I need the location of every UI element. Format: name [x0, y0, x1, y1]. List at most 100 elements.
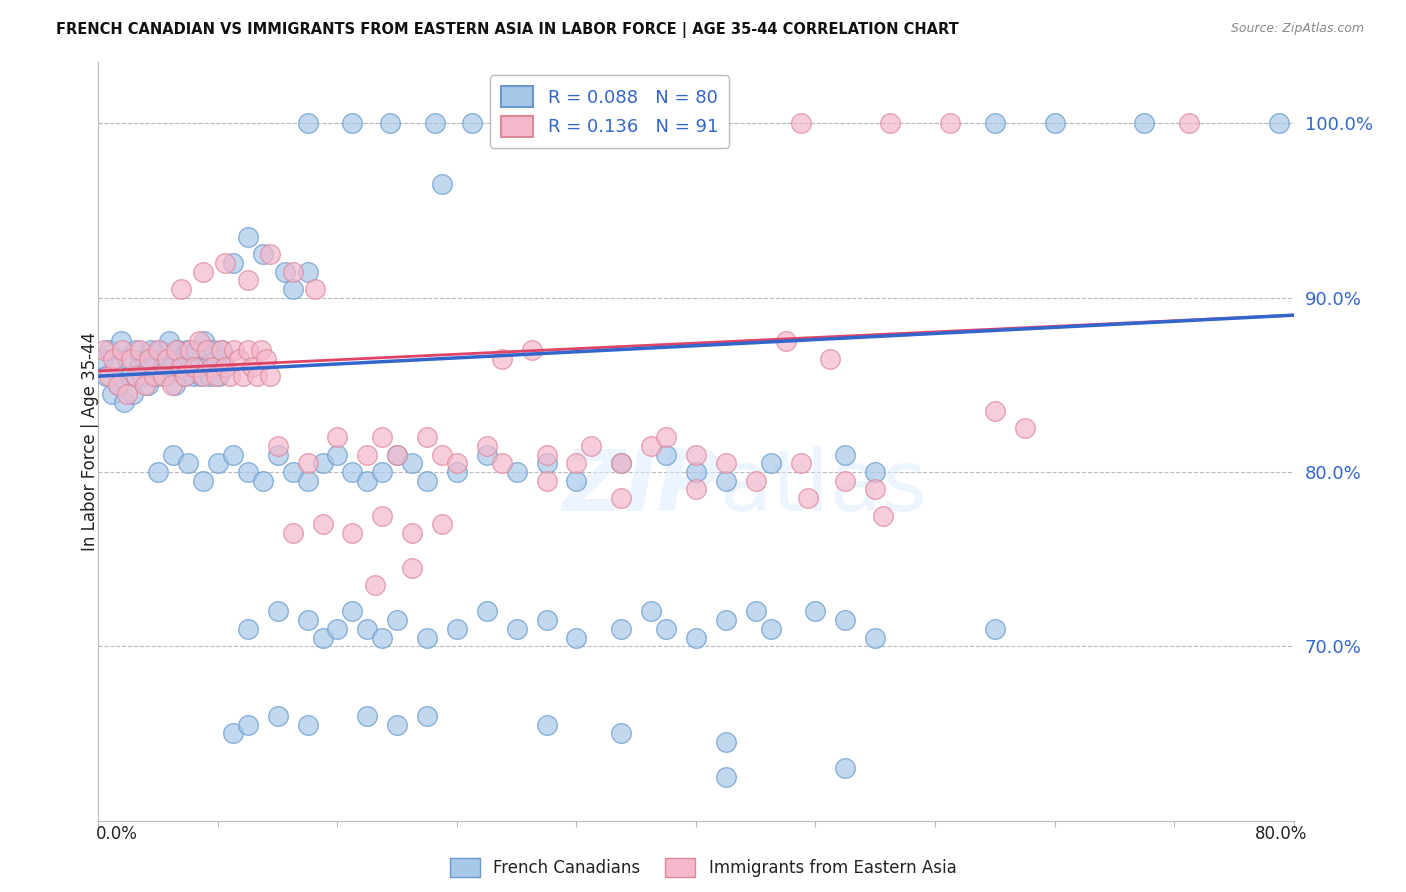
Point — [131, 369, 153, 384]
Point — [939, 116, 962, 130]
Point — [430, 448, 453, 462]
Point — [984, 404, 1007, 418]
Point — [121, 386, 143, 401]
Point — [745, 605, 768, 619]
Point — [297, 116, 319, 130]
Point — [125, 343, 148, 357]
Point — [173, 369, 195, 384]
Point — [342, 526, 364, 541]
Point — [177, 456, 200, 470]
Text: 0.0%: 0.0% — [96, 825, 138, 843]
Point — [267, 448, 290, 462]
Point — [371, 430, 394, 444]
Point — [416, 474, 439, 488]
Point — [745, 474, 768, 488]
Point — [610, 622, 633, 636]
Point — [252, 247, 274, 261]
Point — [187, 360, 209, 375]
Point — [342, 465, 364, 479]
Y-axis label: In Labor Force | Age 35-44: In Labor Force | Age 35-44 — [82, 332, 98, 551]
Point — [1043, 116, 1066, 130]
Point — [94, 369, 117, 384]
Point — [775, 334, 797, 349]
Point — [401, 561, 423, 575]
Point — [160, 360, 183, 375]
Point — [356, 448, 378, 462]
Point — [385, 448, 409, 462]
Point — [115, 386, 138, 401]
Point — [356, 474, 378, 488]
Point — [181, 369, 204, 384]
Point — [222, 256, 245, 270]
Point — [714, 474, 737, 488]
Point — [610, 456, 633, 470]
Point — [202, 343, 225, 357]
Point — [267, 709, 290, 723]
Point — [326, 448, 349, 462]
Point — [205, 369, 228, 384]
Point — [565, 474, 588, 488]
Point — [506, 465, 529, 479]
Point — [236, 718, 259, 732]
Point — [834, 448, 856, 462]
Point — [520, 343, 543, 357]
Point — [311, 456, 333, 470]
Point — [536, 456, 558, 470]
Point — [371, 631, 394, 645]
Point — [281, 264, 304, 278]
Point — [304, 282, 326, 296]
Point — [342, 116, 364, 130]
Point — [179, 343, 201, 357]
Point — [93, 343, 115, 357]
Legend: R = 0.088   N = 80, R = 0.136   N = 91: R = 0.088 N = 80, R = 0.136 N = 91 — [489, 75, 728, 148]
Point — [797, 491, 820, 506]
Point — [879, 116, 901, 130]
Point — [197, 360, 219, 375]
Point — [160, 377, 183, 392]
Point — [214, 360, 236, 375]
Point — [200, 369, 222, 384]
Point — [125, 369, 148, 384]
Point — [446, 456, 468, 470]
Point — [169, 282, 191, 296]
Point — [820, 351, 842, 366]
Point — [208, 369, 231, 384]
Point — [149, 343, 172, 357]
Point — [222, 448, 245, 462]
Point — [685, 465, 707, 479]
Point — [685, 448, 707, 462]
Point — [232, 369, 254, 384]
Point — [136, 377, 159, 392]
Point — [152, 369, 174, 384]
Point — [536, 718, 558, 732]
Point — [685, 483, 707, 497]
Point — [236, 229, 259, 244]
Point — [101, 386, 124, 401]
Point — [446, 622, 468, 636]
Point — [165, 343, 187, 357]
Point — [155, 369, 177, 384]
Point — [385, 448, 409, 462]
Point — [134, 377, 156, 392]
Point — [115, 351, 138, 366]
Point — [581, 439, 603, 453]
Point — [179, 360, 201, 375]
Point — [281, 282, 304, 296]
Point — [655, 622, 678, 636]
Point — [191, 474, 214, 488]
Point — [145, 369, 167, 384]
Point — [169, 351, 191, 366]
Point — [714, 456, 737, 470]
Point — [148, 465, 170, 479]
Point — [834, 474, 856, 488]
Point — [222, 726, 245, 740]
Point — [565, 456, 588, 470]
Point — [128, 360, 150, 375]
Point — [157, 334, 180, 349]
Point — [610, 491, 633, 506]
Point — [201, 360, 224, 375]
Point — [714, 735, 737, 749]
Point — [364, 578, 387, 592]
Point — [142, 351, 165, 366]
Point — [342, 605, 364, 619]
